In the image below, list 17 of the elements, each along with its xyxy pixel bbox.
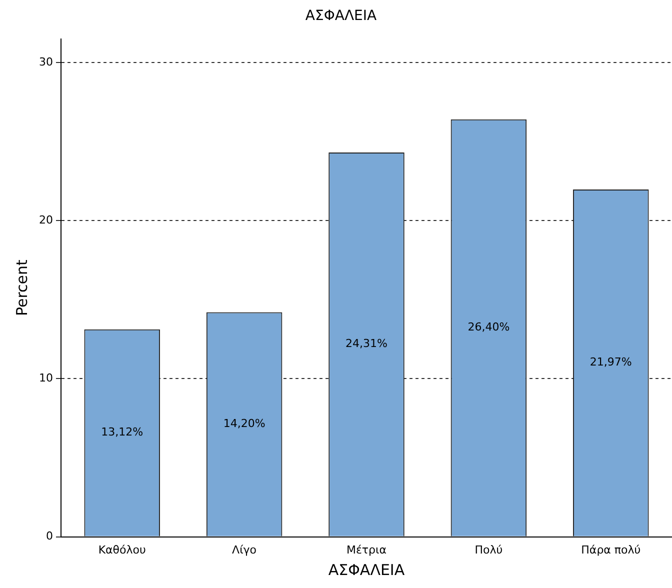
x-tick-label: Λίγο [232, 543, 257, 556]
y-tick-label: 30 [38, 55, 53, 68]
x-tick-label: Μέτρια [346, 543, 387, 556]
data-label: 26,40% [468, 320, 510, 334]
data-label: 13,12% [101, 426, 144, 439]
x-axis-title: ΑΣΦΑΛΕΙΑ [328, 560, 406, 579]
x-tick-label: Πολύ [474, 543, 503, 556]
y-tick-label: 10 [38, 372, 53, 385]
x-tick-label: Πάρα πολύ [581, 543, 641, 556]
data-label: 24,31% [346, 337, 388, 350]
y-axis-title: Percent [12, 259, 31, 316]
data-label: 21,97% [590, 356, 632, 369]
data-label: 14,20% [223, 417, 266, 430]
y-tick-label: 0 [46, 530, 53, 543]
x-tick-label: Καθόλου [98, 543, 146, 556]
chart-title: ΑΣΦΑΛΕΙΑ [305, 8, 377, 24]
y-tick-label: 20 [38, 213, 53, 226]
